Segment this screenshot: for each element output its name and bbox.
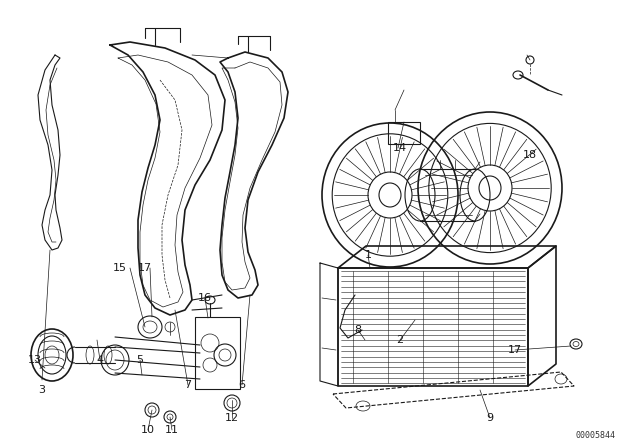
Text: 4: 4 — [97, 355, 104, 365]
Text: 6: 6 — [239, 380, 246, 390]
Text: 11: 11 — [165, 425, 179, 435]
Text: 2: 2 — [396, 335, 404, 345]
Text: 14: 14 — [393, 143, 407, 153]
Text: 17: 17 — [138, 263, 152, 273]
Text: 12: 12 — [225, 413, 239, 423]
Text: 13: 13 — [28, 355, 42, 365]
Bar — [388, 122, 420, 144]
Text: 7: 7 — [184, 380, 191, 390]
Text: 18: 18 — [523, 150, 537, 160]
Text: 10: 10 — [141, 425, 155, 435]
Text: 15: 15 — [113, 263, 127, 273]
Text: 1: 1 — [365, 250, 371, 260]
Text: 16: 16 — [198, 293, 212, 303]
Text: 5: 5 — [136, 355, 143, 365]
Text: 3: 3 — [38, 385, 45, 395]
Bar — [195, 317, 240, 389]
Text: 9: 9 — [486, 413, 493, 423]
Text: 17: 17 — [508, 345, 522, 355]
Text: 00005844: 00005844 — [575, 431, 615, 439]
Text: 8: 8 — [355, 325, 362, 335]
